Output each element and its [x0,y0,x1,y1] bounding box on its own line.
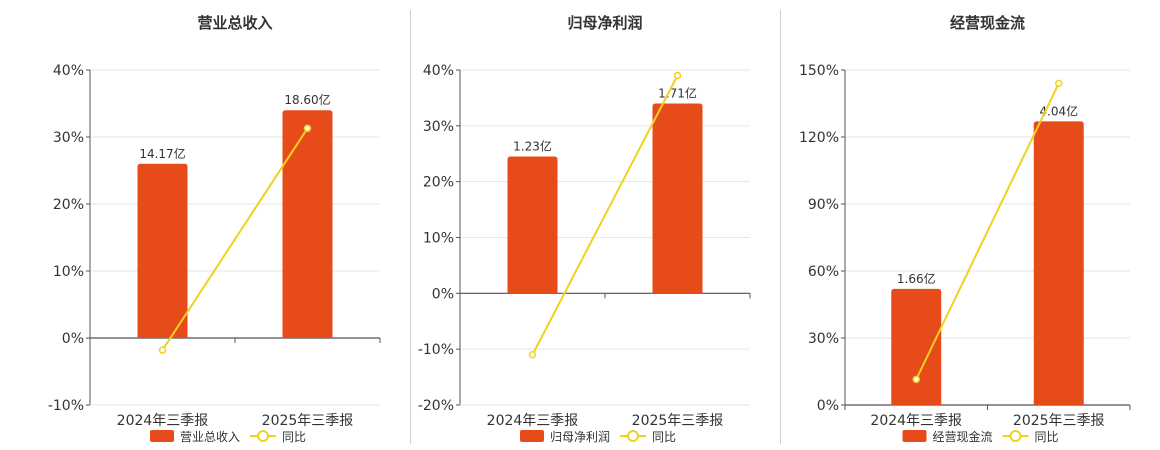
x-tick-label: 2025年三季报 [632,413,724,429]
legend-bar-label: 营业总收入 [180,430,240,444]
legend-line-label: 同比 [652,430,676,444]
legend-line-marker [257,430,269,442]
chart-svg: 归母净利润 40% 30% 20% 10% 0% -10% -20% 1.23亿 1.71亿 202… [418,14,751,444]
chart-title: 归母净利润 [567,14,642,32]
x-tick-label: 2025年三季报 [262,413,354,429]
y-tick-label: 0% [432,286,454,302]
y-tick-label: 30% [423,119,454,135]
yoy-point [1055,79,1063,88]
y-tick-label: 0% [817,398,839,414]
yoy-line [161,127,309,351]
x-tick-label: 2024年三季报 [870,413,962,429]
legend-bar-swatch [902,430,927,442]
legend-bar-swatch [520,430,544,442]
chart-svg: 经营现金流 150% 120% 90% 60% 30% 0% 1.66亿 4.04亿 2024年三… [799,14,1131,444]
x-tick-label: 2025年三季报 [1013,413,1105,429]
x-tick-label: 2024年三季报 [487,413,579,429]
y-tick-label: 10% [423,231,454,247]
legend-line-label: 同比 [1035,430,1059,444]
legend-line-marker [1009,430,1022,442]
chart-panel-revenue: 营业总收入 40% 30% 20% 10% 0% -10% 14.17亿 18.60亿 2024年… [0,0,400,450]
bar [891,288,942,405]
legend-line-label: 同比 [282,430,306,444]
y-tick-label: 40% [423,63,454,79]
chart-panel-cash-flow: 经营现金流 150% 120% 90% 60% 30% 0% 1.66亿 4.04亿 2024年三… [760,0,1160,450]
chart-panel-net-profit: 归母净利润 40% 30% 20% 10% 0% -10% -20% 1.23亿 1.71亿 202… [380,0,780,450]
y-tick-label: -10% [418,342,454,358]
bar-data-label: 18.60亿 [284,92,330,107]
y-tick-label: 90% [808,197,839,213]
y-tick-label: 20% [53,197,84,213]
y-tick-label: 30% [53,130,84,146]
bar-data-label: 14.17亿 [139,146,185,161]
y-tick-label: 10% [53,264,84,280]
y-tick-label: 120% [799,130,839,146]
bar-data-label: 1.71亿 [658,86,697,101]
chart-title: 营业总收入 [197,14,272,32]
yoy-point [528,351,537,359]
bar [282,110,333,338]
yoy-line [915,82,1060,380]
yoy-point [912,375,920,384]
y-tick-label: -20% [418,398,454,414]
panel-divider [780,10,781,444]
y-tick-label: 0% [62,331,84,347]
yoy-line [531,75,679,356]
bar [1033,121,1084,405]
y-tick-label: 150% [799,63,839,79]
bar [507,156,558,294]
bar [137,163,188,338]
yoy-point [158,346,167,354]
y-tick-label: 20% [423,175,454,191]
bar-data-label: 1.66亿 [897,271,936,286]
yoy-point [303,124,312,133]
legend-line-marker [627,430,639,442]
panel-divider [410,10,411,444]
bar-data-label: 4.04亿 [1039,103,1078,118]
y-tick-label: 40% [53,63,84,79]
bar-data-label: 1.23亿 [513,139,552,154]
y-tick-label: -10% [48,398,84,414]
y-tick-label: 60% [808,264,839,280]
chart-title: 经营现金流 [950,14,1025,32]
bar [652,103,703,294]
yoy-point [673,71,682,80]
legend-bar-swatch [150,430,174,442]
legend-bar-label: 归母净利润 [550,430,610,444]
x-tick-label: 2024年三季报 [117,413,209,429]
chart-svg: 营业总收入 40% 30% 20% 10% 0% -10% 14.17亿 18.60亿 2024年… [48,14,381,444]
y-tick-label: 30% [808,331,839,347]
legend-bar-label: 经营现金流 [933,429,993,444]
